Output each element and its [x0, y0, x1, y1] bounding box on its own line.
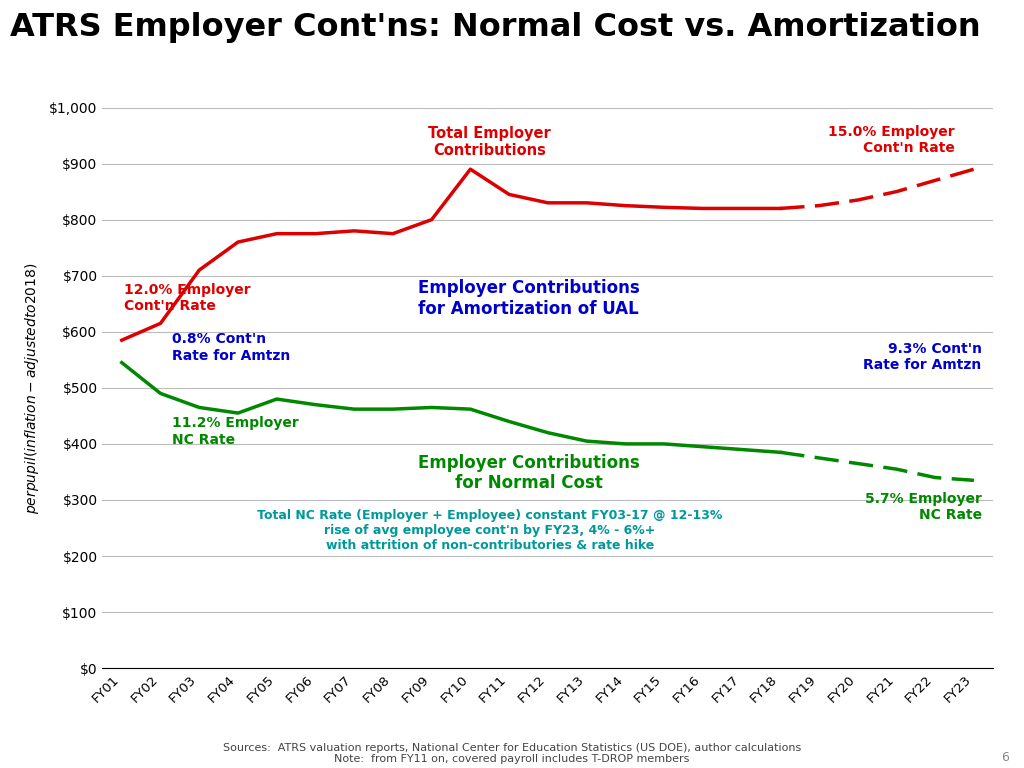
Text: ATRS Employer Cont'ns: Normal Cost vs. Amortization: ATRS Employer Cont'ns: Normal Cost vs. A… [10, 12, 981, 42]
Text: 0.8% Cont'n
Rate for Amtzn: 0.8% Cont'n Rate for Amtzn [172, 333, 291, 362]
Text: Total Employer
Contributions: Total Employer Contributions [428, 126, 551, 158]
Text: 9.3% Cont'n
Rate for Amtzn: 9.3% Cont'n Rate for Amtzn [863, 342, 982, 372]
Text: 11.2% Employer
NC Rate: 11.2% Employer NC Rate [172, 416, 299, 447]
Y-axis label: $ per pupil (inflation-adjusted to $2018): $ per pupil (inflation-adjusted to $2018… [23, 262, 41, 514]
Text: 5.7% Employer
NC Rate: 5.7% Employer NC Rate [865, 492, 982, 521]
Text: 12.0% Employer
Cont'n Rate: 12.0% Employer Cont'n Rate [124, 283, 250, 313]
Text: Total NC Rate (Employer + Employee) constant FY03-17 @ 12-13%
rise of avg employ: Total NC Rate (Employer + Employee) cons… [257, 509, 722, 552]
Text: Employer Contributions
for Normal Cost: Employer Contributions for Normal Cost [418, 454, 639, 492]
Text: Sources:  ATRS valuation reports, National Center for Education Statistics (US D: Sources: ATRS valuation reports, Nationa… [223, 743, 801, 764]
Text: Employer Contributions
for Amortization of UAL: Employer Contributions for Amortization … [418, 279, 639, 317]
Text: 6: 6 [1000, 751, 1009, 764]
Text: 15.0% Employer
Cont'n Rate: 15.0% Employer Cont'n Rate [828, 125, 954, 155]
